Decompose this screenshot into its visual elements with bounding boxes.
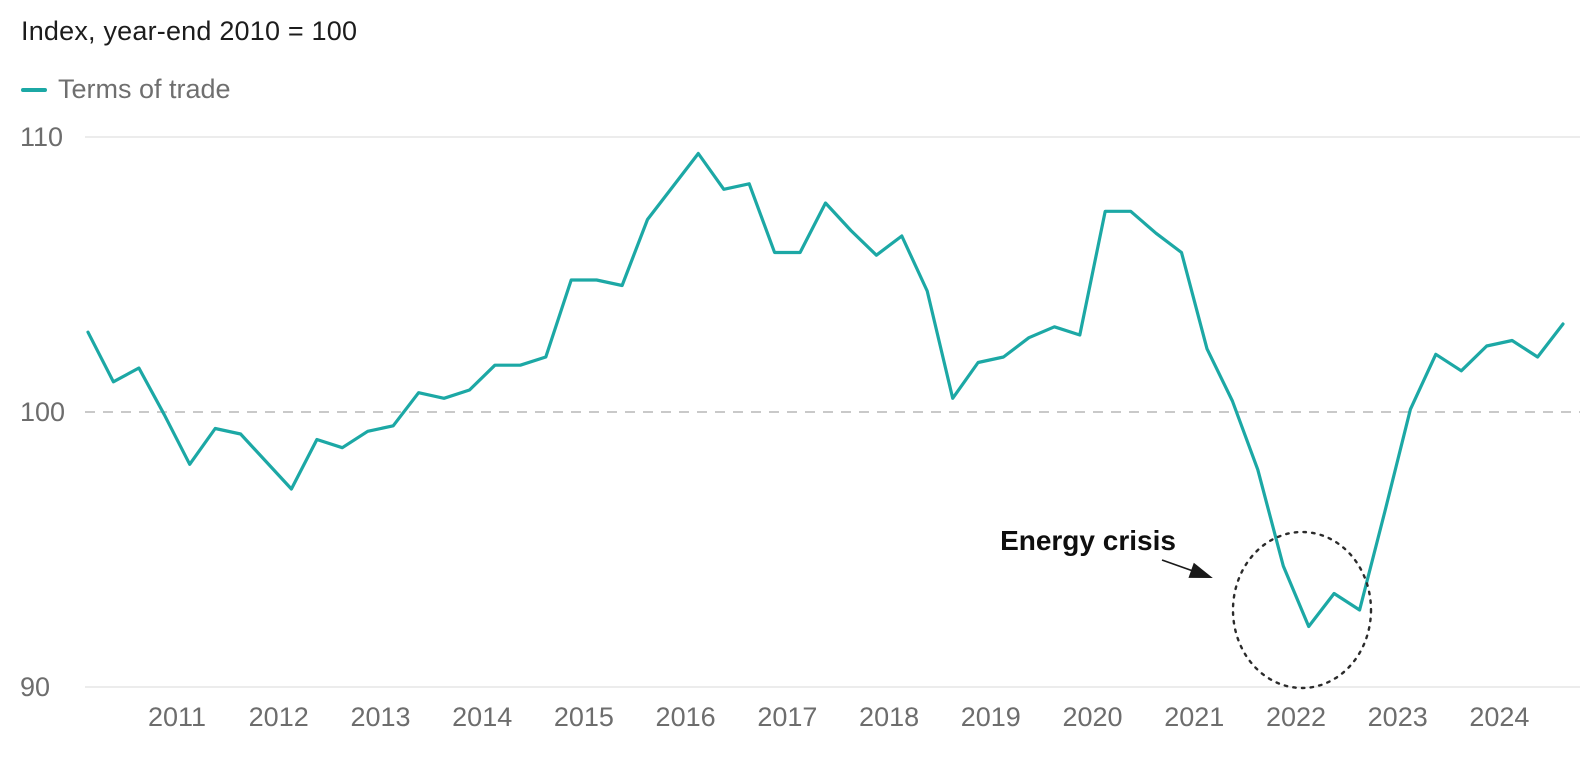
terms-of-trade-line (86, 151, 1565, 629)
x-tick-label: 2012 (249, 702, 309, 732)
x-tick-label: 2015 (554, 702, 614, 732)
legend-line-swatch (21, 87, 47, 92)
annotation-dotted-circle (1231, 530, 1373, 690)
legend: Terms of trade (21, 74, 231, 105)
x-tick-label: 2013 (350, 702, 410, 732)
energy-crisis-annotation: Energy crisis (1000, 525, 1373, 690)
x-tick-label: 2016 (656, 702, 716, 732)
y-tick-label: 110 (20, 122, 63, 152)
annotation-arrow (1161, 559, 1213, 579)
x-tick-label: 2020 (1062, 702, 1122, 732)
chart-subtitle: Index, year-end 2010 = 100 (21, 16, 358, 46)
legend-label: Terms of trade (58, 74, 231, 104)
x-tick-label: 2017 (757, 702, 817, 732)
x-tick-label: 2024 (1469, 702, 1529, 732)
x-tick-label: 2023 (1368, 702, 1428, 732)
gridlines (85, 136, 1580, 688)
x-tick-label: 2019 (961, 702, 1021, 732)
x-tick-label: 2018 (859, 702, 919, 732)
x-tick-label: 2022 (1266, 702, 1326, 732)
x-tick-label: 2021 (1164, 702, 1224, 732)
y-axis-labels: 110 100 90 (20, 122, 65, 702)
y-tick-label: 100 (20, 397, 65, 427)
x-tick-label: 2011 (148, 702, 206, 732)
x-axis-labels: 2011 2012 2013 2014 2015 2016 2017 2018 2019 2020… (148, 702, 1529, 732)
x-tick-label: 2014 (452, 702, 512, 732)
y-tick-label: 90 (20, 672, 50, 702)
annotation-label: Energy crisis (1000, 525, 1176, 556)
